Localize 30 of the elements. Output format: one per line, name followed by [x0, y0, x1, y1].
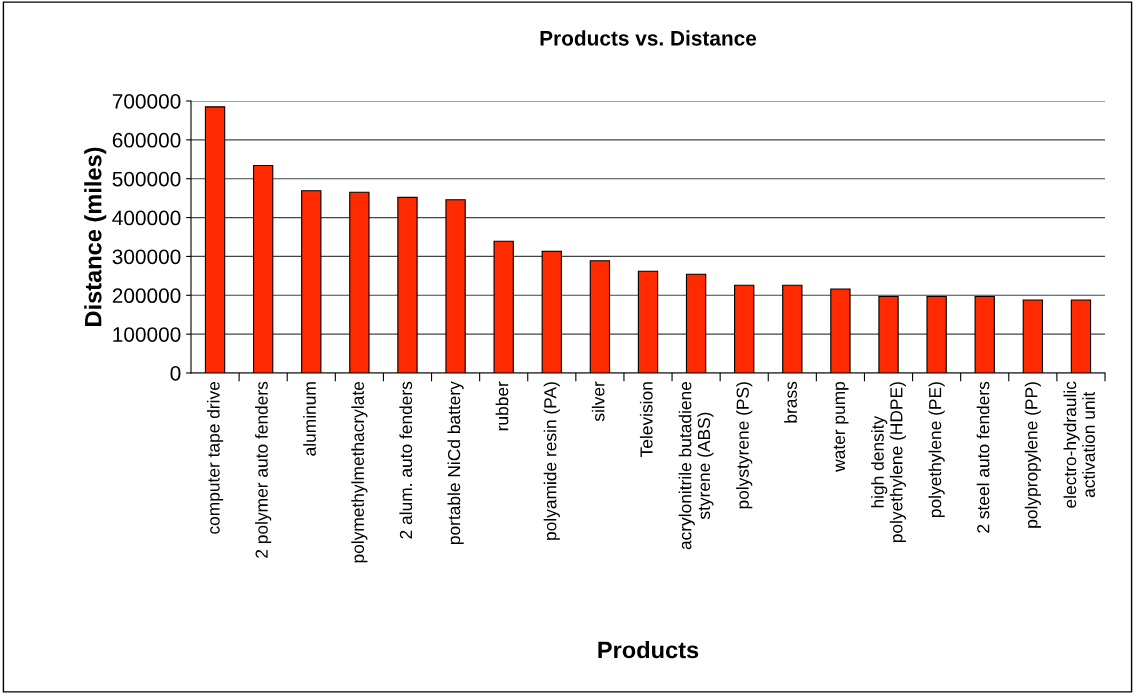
x-tick-label: silver	[591, 381, 605, 422]
x-tick-label: water pump	[833, 381, 849, 472]
y-tick-label: 300000	[112, 249, 181, 265]
y-tick-label: 500000	[112, 171, 181, 187]
x-tick-label: polyamide resin (PA)	[543, 382, 560, 540]
y-tick-label: 400000	[112, 210, 181, 226]
y-tick-label: 600000	[112, 132, 181, 148]
y-tick-label: 0	[170, 366, 181, 381]
x-tick-label: 2 alum. auto fenders	[399, 381, 413, 539]
x-tick-label: Television	[639, 382, 653, 457]
x-tick-label: 2 steel auto fenders	[976, 381, 990, 533]
x-tick-label: aluminum	[303, 382, 316, 456]
x-tick-label: polymethylmethacrylate	[351, 381, 368, 563]
x-tick-label: electro-hydraulic activation unit	[1063, 381, 1095, 508]
y-tick-label: 700000	[112, 94, 181, 109]
x-tick-label: portable NiCd battery	[447, 381, 464, 545]
y-axis-title: Distance (miles)	[84, 147, 107, 326]
x-tick-label: rubber	[495, 381, 509, 431]
x-tick-label: polypropylene (PP)	[1024, 382, 1041, 528]
x-axis-title: Products	[598, 640, 699, 659]
y-tick-label: 200000	[112, 288, 181, 304]
x-tick-label: 2 polymer auto fenders	[255, 381, 272, 558]
x-tick-label: polystyrene (PS)	[736, 382, 753, 509]
x-tick-label: high density polyethylene (HDPE)	[871, 382, 906, 543]
x-tick-label: acrylonitrile butadiene styrene (ABS)	[678, 381, 714, 550]
x-tick-label: polyethylene (PE)	[928, 382, 945, 518]
chart-title: Products vs. Distance	[540, 30, 757, 46]
x-tick-label: computer tape drive	[206, 381, 224, 534]
y-tick-label: 100000	[113, 327, 181, 342]
x-tick-label: brass	[784, 381, 797, 423]
